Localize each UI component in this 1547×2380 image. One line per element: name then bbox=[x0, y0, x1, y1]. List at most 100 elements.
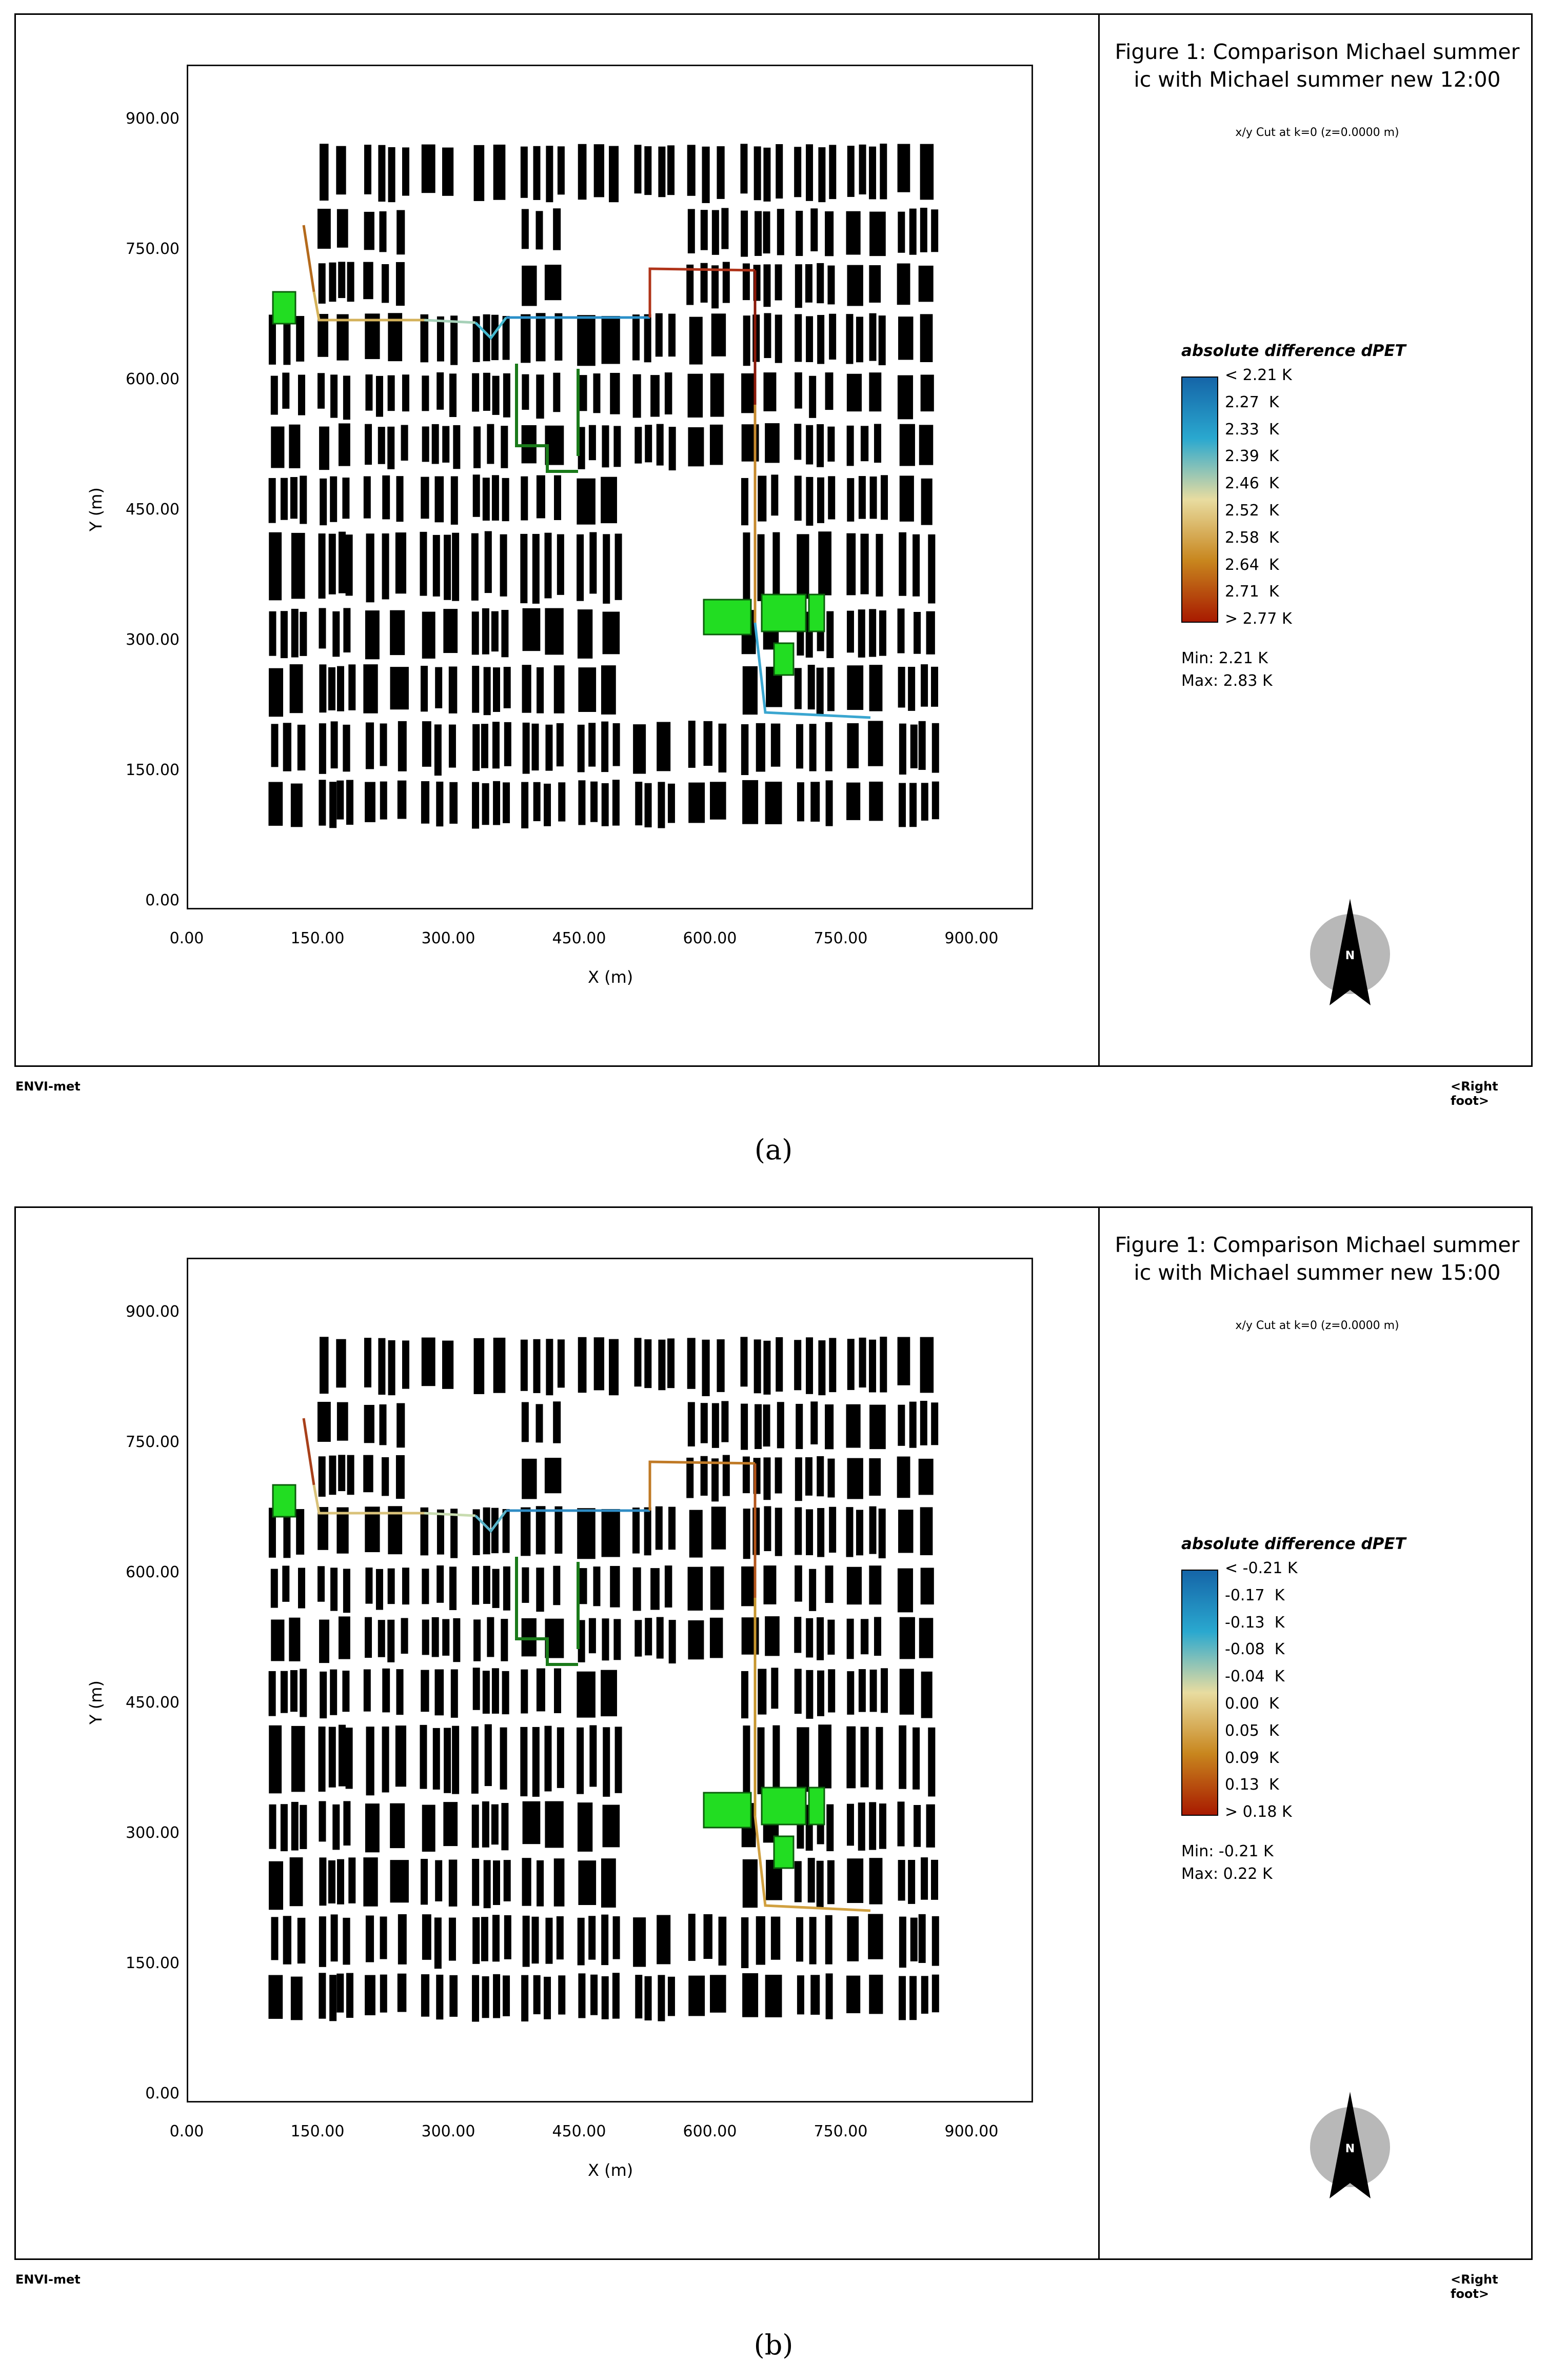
building bbox=[522, 1915, 530, 1967]
building bbox=[931, 1859, 939, 1900]
building bbox=[443, 1802, 458, 1847]
building bbox=[829, 145, 837, 200]
building bbox=[536, 374, 544, 419]
building bbox=[869, 665, 883, 711]
building bbox=[544, 1726, 552, 1792]
building bbox=[743, 532, 750, 602]
building bbox=[449, 373, 457, 418]
north-label: N bbox=[1345, 949, 1355, 962]
building bbox=[380, 1916, 387, 1959]
building bbox=[520, 1339, 528, 1391]
building bbox=[658, 1339, 666, 1391]
building bbox=[913, 1727, 920, 1790]
building bbox=[635, 1975, 643, 2019]
building bbox=[521, 209, 529, 249]
building bbox=[710, 1566, 724, 1610]
building bbox=[402, 1568, 409, 1605]
building bbox=[827, 1458, 835, 1498]
building bbox=[601, 783, 609, 826]
frame-divider bbox=[1098, 1206, 1100, 2260]
building bbox=[577, 1671, 596, 1718]
building bbox=[847, 478, 855, 522]
building bbox=[421, 1337, 435, 1386]
building bbox=[338, 262, 346, 299]
building bbox=[809, 1917, 817, 1965]
building bbox=[847, 1458, 863, 1499]
building bbox=[846, 533, 856, 596]
building bbox=[536, 475, 545, 519]
building bbox=[632, 374, 641, 418]
building bbox=[610, 372, 620, 414]
building bbox=[437, 1565, 444, 1603]
building bbox=[546, 1339, 553, 1396]
building bbox=[378, 1338, 386, 1395]
building bbox=[503, 1975, 510, 2016]
building bbox=[931, 781, 939, 820]
building bbox=[645, 425, 652, 463]
building bbox=[794, 475, 802, 521]
vegetation-layer bbox=[272, 1484, 825, 1869]
building bbox=[869, 1565, 882, 1605]
building bbox=[434, 724, 442, 776]
building bbox=[644, 1507, 651, 1556]
building bbox=[318, 1456, 326, 1497]
building bbox=[402, 374, 409, 412]
building bbox=[448, 1917, 456, 1961]
building bbox=[703, 721, 712, 766]
building bbox=[897, 1568, 914, 1613]
building bbox=[553, 665, 565, 713]
building bbox=[318, 263, 326, 304]
building bbox=[869, 1506, 877, 1554]
building bbox=[806, 425, 814, 465]
building bbox=[448, 666, 458, 713]
building bbox=[632, 314, 640, 361]
building bbox=[364, 211, 374, 250]
building bbox=[501, 1619, 508, 1661]
building bbox=[829, 1506, 837, 1553]
building bbox=[345, 1728, 353, 1789]
building bbox=[382, 475, 390, 520]
building bbox=[448, 1859, 458, 1907]
legend-label: 2.27 K bbox=[1225, 393, 1279, 411]
building bbox=[577, 724, 585, 772]
building bbox=[765, 1616, 780, 1656]
building bbox=[797, 534, 809, 599]
building bbox=[578, 780, 586, 825]
building bbox=[741, 1917, 749, 1969]
building bbox=[700, 210, 708, 250]
building bbox=[847, 665, 864, 710]
building bbox=[501, 610, 509, 658]
building bbox=[330, 476, 338, 522]
building bbox=[449, 782, 458, 824]
building bbox=[319, 426, 329, 470]
building bbox=[879, 1803, 886, 1849]
building bbox=[521, 782, 529, 828]
tree-row bbox=[515, 364, 578, 473]
x-axis-title: X (m) bbox=[588, 967, 633, 987]
building bbox=[921, 1857, 928, 1900]
building bbox=[336, 780, 344, 820]
building bbox=[396, 210, 405, 255]
building bbox=[328, 533, 336, 594]
building bbox=[878, 315, 886, 366]
building bbox=[612, 780, 620, 826]
building bbox=[442, 1340, 454, 1389]
building bbox=[472, 724, 480, 771]
colorbar bbox=[1181, 376, 1218, 623]
building bbox=[743, 315, 750, 366]
building bbox=[503, 782, 510, 823]
route-segment bbox=[424, 1512, 476, 1517]
building bbox=[869, 146, 877, 200]
building bbox=[869, 1458, 881, 1496]
building bbox=[343, 1917, 350, 1965]
building bbox=[434, 1669, 444, 1716]
building bbox=[336, 666, 344, 711]
building bbox=[847, 146, 855, 197]
building bbox=[742, 263, 750, 301]
building bbox=[899, 1617, 915, 1659]
building bbox=[909, 208, 917, 255]
building bbox=[920, 1337, 934, 1393]
building bbox=[909, 783, 917, 827]
building bbox=[806, 1618, 814, 1658]
building bbox=[339, 1724, 346, 1787]
